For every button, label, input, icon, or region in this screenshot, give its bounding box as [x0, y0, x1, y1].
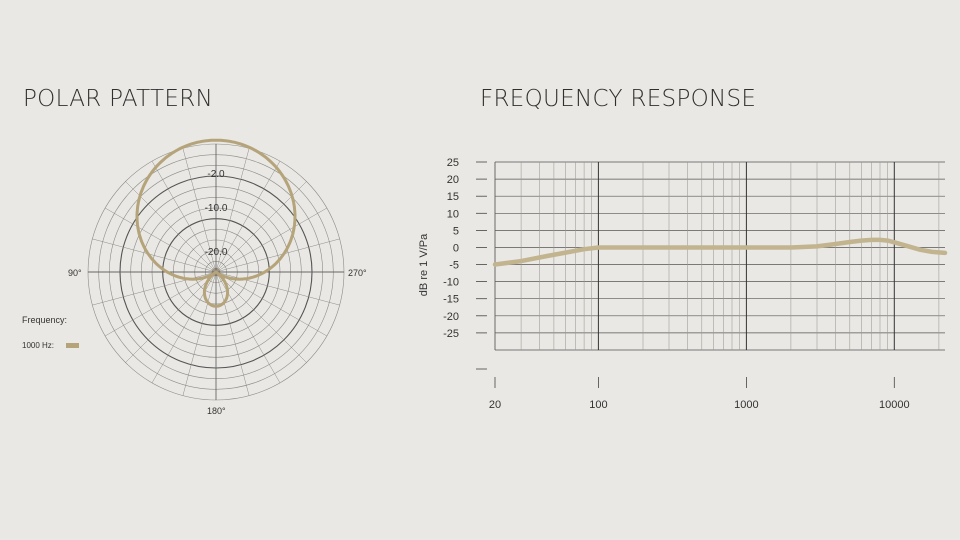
- legend-title: Frequency:: [22, 315, 67, 325]
- polar-spoke: [215, 271, 250, 396]
- polar-curve-1000hz: [135, 138, 297, 308]
- ring-label-10: -10.0: [205, 203, 228, 214]
- polar-spoke: [215, 148, 250, 273]
- polar-spoke: [215, 238, 340, 273]
- angle-label-right: 270°: [348, 268, 367, 278]
- legend-swatch: [66, 343, 79, 348]
- angle-label-bottom: 180°: [207, 406, 226, 416]
- legend-entry-label: 1000 Hz:: [22, 341, 54, 350]
- polar-spoke: [92, 238, 217, 273]
- polar-spoke: [215, 271, 281, 384]
- polar-spoke: [104, 271, 217, 337]
- polar-spoke: [182, 271, 217, 396]
- ring-label-2: -2.0: [207, 169, 225, 180]
- polar-spoke: [215, 160, 281, 273]
- polar-spoke: [104, 207, 217, 273]
- polar-legend: Frequency: 1000 Hz:: [22, 315, 79, 350]
- polar-spoke: [125, 271, 217, 363]
- frequency-response-title: FREQUENCY RESPONSE: [480, 86, 757, 112]
- polar-spoke: [215, 271, 340, 306]
- polar-spoke: [151, 271, 217, 384]
- polar-spoke: [182, 148, 217, 273]
- polar-spoke: [151, 160, 217, 273]
- angle-label-left: 90°: [68, 268, 82, 278]
- polar-spoke: [215, 207, 328, 273]
- polar-spoke: [215, 271, 307, 363]
- polar-grid: [87, 143, 345, 401]
- polar-curve-layer: [135, 138, 297, 308]
- ring-label-20: -20.0: [205, 247, 228, 258]
- polar-spoke: [215, 271, 328, 337]
- polar-labels: -2.0 -10.0 -20.0 90° 270° 180°: [68, 169, 367, 416]
- polar-pattern-title: POLAR PATTERN: [23, 86, 213, 112]
- polar-spoke: [92, 271, 217, 306]
